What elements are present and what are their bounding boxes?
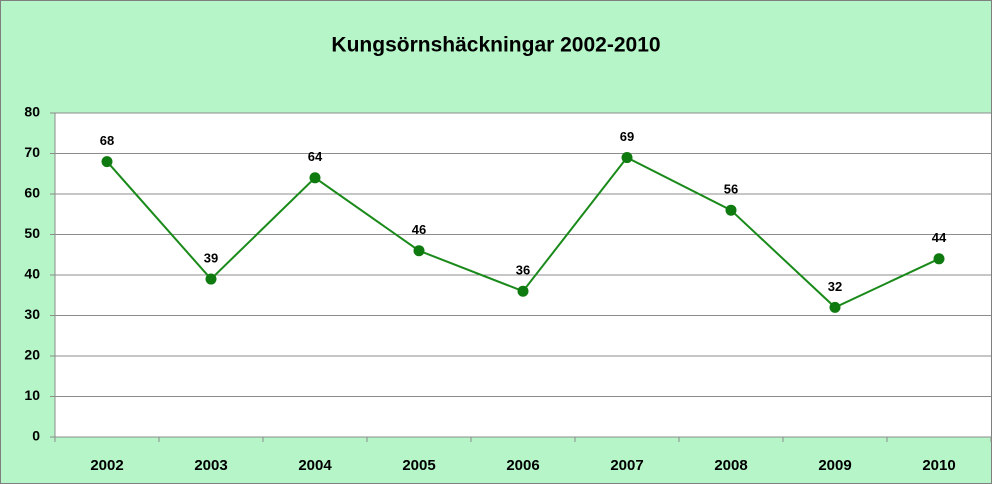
data-point <box>413 245 425 257</box>
data-label: 68 <box>100 133 114 148</box>
data-point <box>933 253 945 265</box>
data-label: 69 <box>620 129 634 144</box>
x-tick-label: 2002 <box>90 457 123 474</box>
x-tick-label: 2005 <box>402 457 435 474</box>
data-point <box>621 152 633 164</box>
data-point <box>205 273 217 285</box>
y-tick-label: 30 <box>24 306 40 322</box>
data-point <box>829 301 841 313</box>
y-tick-label: 50 <box>24 225 40 241</box>
y-tick-label: 10 <box>24 387 40 403</box>
x-tick-label: 2004 <box>298 457 332 474</box>
data-label: 32 <box>828 279 842 294</box>
data-point <box>725 204 737 216</box>
x-tick-label: 2006 <box>506 457 539 474</box>
data-label: 39 <box>204 250 218 265</box>
y-tick-label: 40 <box>24 266 40 282</box>
data-point <box>309 172 321 184</box>
x-tick-label: 2003 <box>194 457 227 474</box>
y-tick-label: 20 <box>24 347 40 363</box>
x-tick-label: 2010 <box>922 457 955 474</box>
data-point <box>517 285 529 297</box>
data-label: 56 <box>724 182 738 197</box>
y-tick-label: 0 <box>32 428 40 444</box>
x-tick-label: 2008 <box>714 457 747 474</box>
y-tick-label: 70 <box>24 144 40 160</box>
data-point <box>101 156 113 168</box>
x-tick-label: 2009 <box>818 457 851 474</box>
x-tick-label: 2007 <box>610 457 643 474</box>
y-tick-label: 60 <box>24 185 40 201</box>
data-label: 46 <box>412 222 426 237</box>
data-label: 44 <box>932 230 947 245</box>
y-tick-label: 80 <box>24 104 40 120</box>
data-label: 64 <box>308 149 323 164</box>
chart-title: Kungsörnshäckningar 2002-2010 <box>331 34 660 57</box>
data-label: 36 <box>516 263 530 278</box>
